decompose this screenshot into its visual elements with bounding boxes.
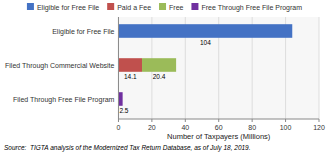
legend-label: Paid a Fee — [117, 4, 151, 11]
data-label: 14.1 — [124, 73, 137, 80]
x-axis-label: Number of Taxpayers (Millions) — [167, 132, 271, 141]
legend-item: Paid a Fee — [107, 3, 151, 11]
data-labels: 104 14.1 20.4 2.5 — [119, 39, 211, 114]
legend-swatch — [191, 3, 198, 10]
y-tick-label: Filed Through Free File Program — [13, 96, 115, 104]
legend-label: Free — [169, 4, 184, 11]
data-label: 20.4 — [153, 73, 166, 80]
legend-swatch — [27, 3, 34, 10]
chart: Eligible for Free File Paid a Fee Free Free… — [0, 0, 329, 153]
bar-segment — [176, 58, 177, 72]
bar-segment — [292, 24, 293, 38]
legend-swatch — [107, 3, 114, 10]
legend-swatch — [159, 3, 166, 10]
bar-segment — [292, 24, 293, 38]
bar-segment — [118, 58, 142, 72]
data-label: 104 — [200, 39, 211, 46]
x-tick-label: 80 — [248, 124, 256, 131]
y-tick-label: Eligible for Free File — [52, 28, 114, 36]
grid-line — [319, 17, 320, 119]
legend-label: Eligible for Free File — [37, 4, 99, 12]
x-tick-label: 0 — [117, 124, 121, 131]
legend: Eligible for Free File Paid a Fee Free Free… — [27, 3, 302, 12]
bar-segment — [142, 58, 176, 72]
x-tick-label: 120 — [313, 124, 325, 131]
legend-item: Eligible for Free File — [27, 3, 99, 12]
x-axis-line — [118, 119, 319, 120]
x-tick-label: 20 — [148, 124, 156, 131]
bar-segment — [118, 92, 122, 106]
grid-line — [118, 17, 119, 119]
x-tick-label: 60 — [215, 124, 223, 131]
x-tick-label: 40 — [181, 124, 189, 131]
source-note: Source: TIGTA analysis of the Modernized… — [4, 144, 251, 152]
x-tick-label: 100 — [280, 124, 292, 131]
legend-item: Free Through Free File Program — [191, 3, 302, 12]
legend-label: Free Through Free File Program — [201, 4, 302, 12]
data-label: 2.5 — [119, 107, 128, 114]
legend-item: Free — [159, 3, 184, 11]
bars — [118, 24, 292, 106]
plot-area — [118, 17, 319, 119]
x-axis: 0 20 40 60 80 100 120 — [117, 17, 325, 131]
y-axis-line — [118, 17, 119, 119]
bar-segment — [118, 24, 292, 38]
y-tick-label: Filed Through Commercial Website — [5, 62, 115, 70]
bar-segment — [292, 24, 293, 38]
